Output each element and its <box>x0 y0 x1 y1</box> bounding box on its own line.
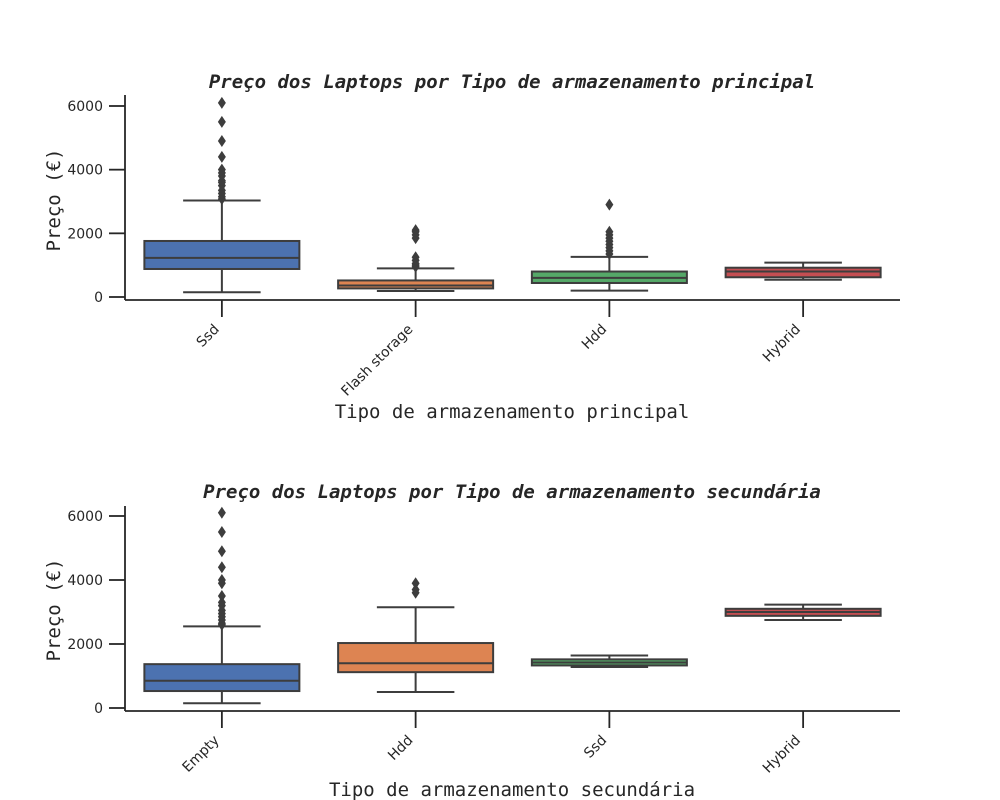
outlier-point <box>217 135 226 148</box>
outlier-point <box>605 198 614 211</box>
chart-title: Preço dos Laptops por Tipo de armazename… <box>203 481 821 503</box>
y-tick-label: 4000 <box>67 163 103 179</box>
box-group-hybrid <box>724 261 882 281</box>
x-tick-label: Ssd <box>194 322 223 351</box>
plot-area: 0 2000 4000 6000 Empty Hdd Ssd Hybrid <box>67 506 900 777</box>
x-axis-label: Tipo de armazenamento principal <box>335 401 690 423</box>
x-tick-label: Hdd <box>385 733 416 764</box>
x-tick-label: Empty <box>179 733 222 776</box>
box <box>337 279 495 290</box>
y-tick-label: 0 <box>94 290 103 306</box>
outlier-point <box>217 590 226 602</box>
box-group-ssd <box>143 96 301 294</box>
x-axis-label: Tipo de armazenamento secundária <box>329 779 695 800</box>
x-tick-label: Ssd <box>581 733 610 762</box>
chart-secondary-storage: Preço dos Laptops por Tipo de armazename… <box>43 481 900 800</box>
y-tick-label: 6000 <box>67 99 103 115</box>
outlier-point <box>217 596 226 609</box>
plot-area: 0 2000 4000 6000 Ssd Flash storage Hdd Hybrid <box>67 95 900 400</box>
chart-title: Preço dos Laptops por Tipo de armazename… <box>209 71 815 93</box>
x-tick-label: Hybrid <box>760 322 804 366</box>
box <box>143 663 301 693</box>
y-tick-label: 2000 <box>67 637 103 653</box>
outlier-point <box>411 577 420 590</box>
box-group-hdd <box>337 577 495 693</box>
box-group-flash-storage <box>337 224 495 292</box>
y-tick-label: 4000 <box>67 573 103 589</box>
x-tick-label: Hdd <box>579 322 610 353</box>
outlier-point <box>411 224 420 237</box>
x-tick-label: Flash storage <box>338 322 416 400</box>
box <box>143 239 301 270</box>
outlier-point <box>605 225 614 238</box>
chart-primary-storage: Preço dos Laptops por Tipo de armazename… <box>43 71 900 423</box>
y-axis-label: Preço (€) <box>43 149 65 252</box>
outlier-point <box>411 583 420 596</box>
y-tick-label: 2000 <box>67 226 103 242</box>
box-group-ssd <box>530 654 688 669</box>
y-axis-label: Preço (€) <box>43 559 65 662</box>
outlier-point <box>411 251 420 264</box>
y-tick-label: 6000 <box>67 509 103 525</box>
box-group-hdd <box>530 198 688 292</box>
outlier-point <box>217 163 226 176</box>
box-group-empty <box>143 506 301 705</box>
y-tick-label: 0 <box>94 701 103 717</box>
outlier-point <box>217 506 226 519</box>
outlier-point <box>217 574 226 586</box>
x-tick-label: Hybrid <box>760 733 804 777</box>
outlier-point <box>217 115 226 128</box>
outlier-point <box>217 96 226 109</box>
outlier-point <box>217 545 226 558</box>
outlier-point <box>217 150 226 163</box>
outlier-point <box>217 561 226 574</box>
box-group-hybrid <box>724 603 882 621</box>
outlier-point <box>217 526 226 538</box>
box <box>337 642 495 674</box>
